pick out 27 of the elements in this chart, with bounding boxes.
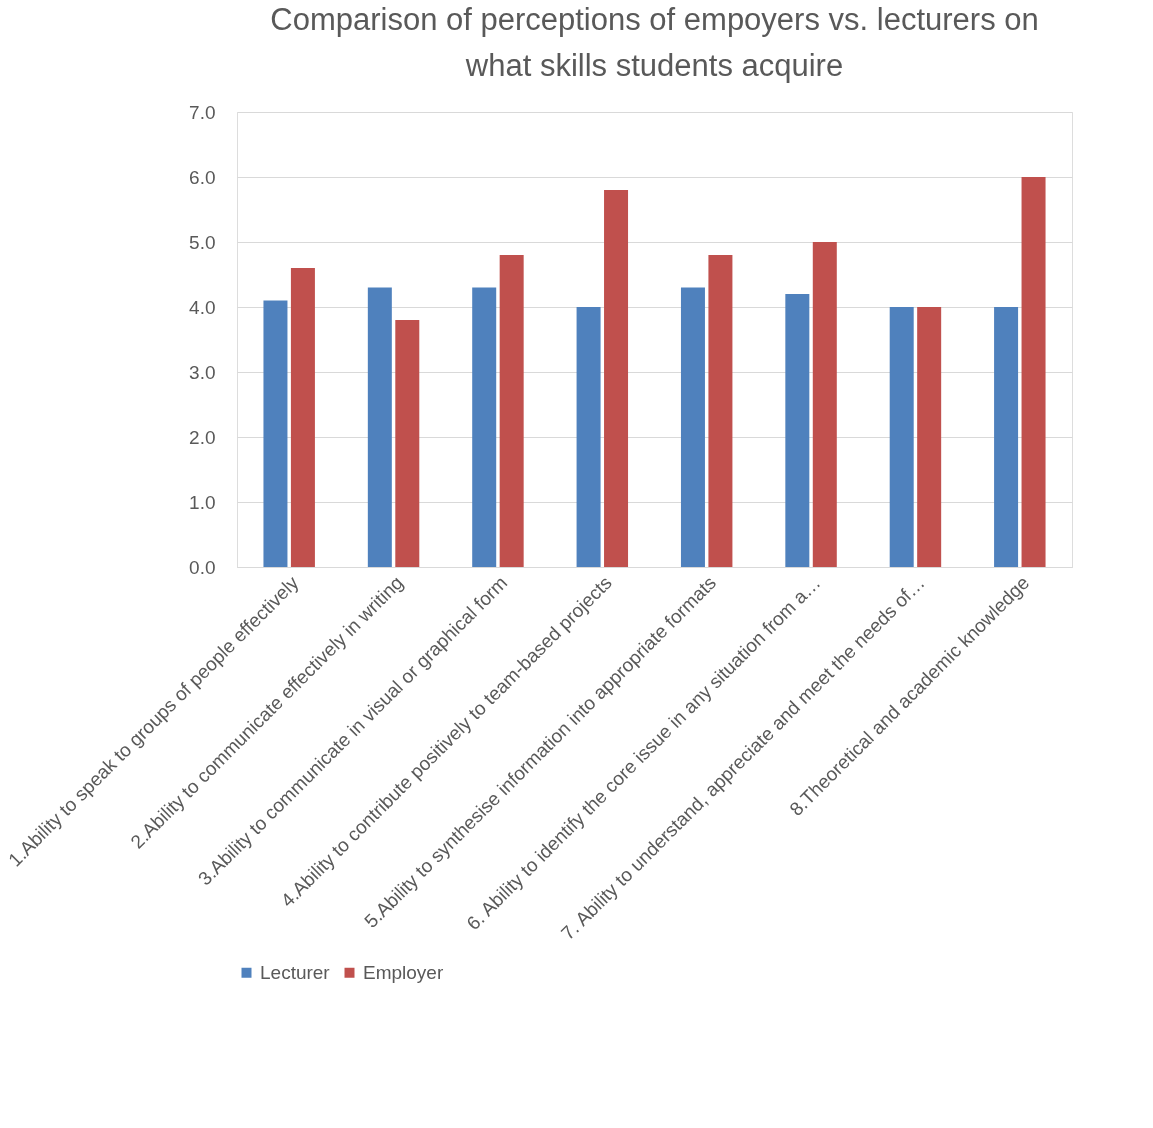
y-tick-label: 1.0: [189, 491, 216, 513]
y-tick-label: 4.0: [189, 296, 216, 318]
y-tick-label: 6.0: [189, 166, 216, 188]
bar: [472, 287, 497, 567]
bar: [1021, 177, 1046, 567]
chart-title: Comparison of perceptions of empoyers vs. lecturers on what skills students acquire: [270, 2, 1039, 83]
legend-label: Employer: [363, 961, 444, 983]
bar: [499, 255, 524, 567]
bar: [680, 287, 705, 567]
bar: [395, 320, 420, 567]
bar: [812, 242, 837, 567]
bar: [708, 255, 733, 567]
y-tick-label: 7.0: [189, 101, 216, 123]
bar: [889, 307, 914, 567]
bar: [263, 300, 288, 567]
y-tick-label: 3.0: [189, 361, 216, 383]
legend-label: Lecturer: [260, 961, 331, 983]
bar: [576, 307, 601, 567]
bar: [917, 307, 942, 567]
bar: [994, 307, 1019, 567]
bar: [367, 287, 392, 567]
bar: [290, 268, 315, 567]
y-tick-label: 0.0: [189, 556, 216, 578]
bar: [785, 294, 810, 567]
y-tick-label: 2.0: [189, 426, 216, 448]
bar: [604, 190, 629, 567]
y-tick-label: 5.0: [189, 231, 216, 253]
